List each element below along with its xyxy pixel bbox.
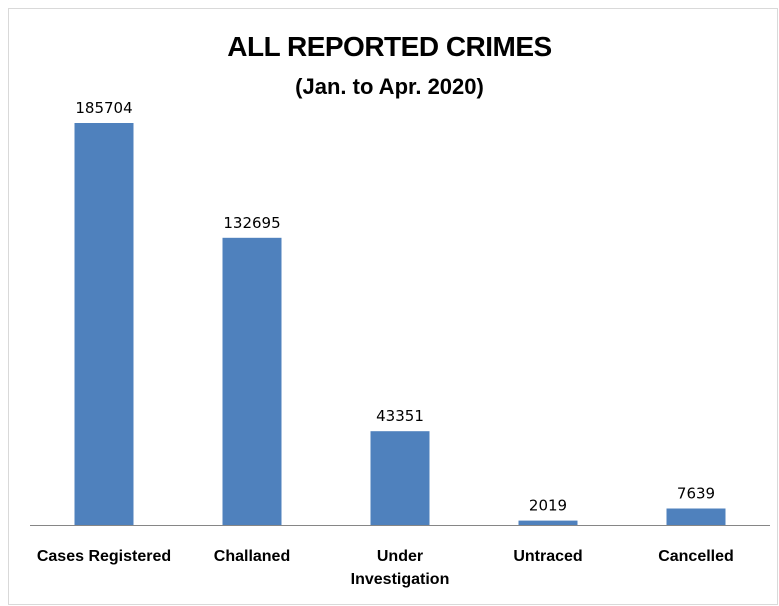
category-label-2: Under Investigation — [351, 548, 450, 588]
category-label-0: Cases Registered — [37, 548, 171, 565]
data-label-3: 2019 — [529, 497, 567, 515]
data-label-1: 132695 — [223, 214, 280, 232]
bar-1 — [223, 238, 282, 525]
bar-2 — [371, 431, 430, 525]
data-label-0: 185704 — [75, 99, 132, 117]
data-label-2: 43351 — [376, 407, 424, 425]
bar-0 — [75, 123, 134, 525]
data-label-4: 7639 — [677, 485, 715, 503]
category-label-4: Cancelled — [658, 548, 734, 565]
category-label-3: Untraced — [513, 548, 582, 565]
category-label-1: Challaned — [214, 548, 290, 565]
bar-4 — [667, 509, 726, 526]
bar-3 — [519, 521, 578, 525]
